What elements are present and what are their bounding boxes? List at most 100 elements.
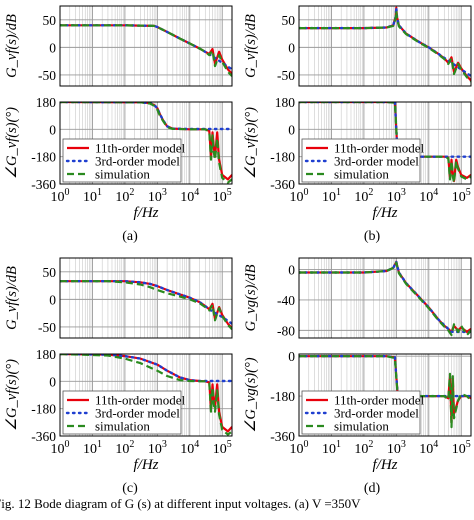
series-simulation	[299, 102, 471, 184]
series-model3	[299, 355, 471, 398]
legend-label-model3: 3rd-order model	[95, 406, 180, 421]
x-tick-label: 100	[290, 187, 309, 205]
x-tick-label: 102	[354, 439, 373, 457]
y-tick-label: -360	[31, 177, 56, 192]
x-tick-label: 103	[387, 187, 406, 205]
phase-frame	[298, 353, 472, 437]
series-model11	[60, 280, 232, 329]
series-model3	[60, 102, 232, 131]
mag-frame	[298, 5, 472, 87]
x-tick-label: 103	[148, 187, 167, 205]
x-tick-label: 100	[51, 187, 70, 205]
x-tick-label: 104	[180, 187, 199, 205]
y-tick-label: -360	[270, 429, 295, 444]
y-tick-label: -40	[277, 293, 295, 308]
phase-frame	[59, 353, 233, 437]
series-model3	[60, 24, 232, 71]
series-simulation	[299, 355, 471, 429]
series-simulation	[60, 24, 232, 77]
y-tick-label: 0	[288, 349, 295, 364]
legend-label-simulation: simulation	[95, 419, 150, 434]
phase-axes: 180 0 -180 -360 ∠G_vf(s)(°) 11th-order model3…	[243, 95, 472, 192]
y-tick-label: 50	[282, 13, 296, 28]
series-model3	[60, 354, 232, 383]
legend-label-model11: 11th-order model	[95, 393, 186, 408]
legend-label-model3: 3rd-order model	[334, 154, 419, 169]
phase-frame	[298, 101, 472, 185]
y-tick-label: 0	[288, 40, 295, 55]
phase-series	[299, 355, 471, 429]
mag-series	[299, 6, 471, 83]
y-tick-label: -180	[31, 402, 56, 417]
y-tick-label: -50	[38, 68, 56, 83]
y-tick-label: -50	[38, 320, 56, 335]
mag-ylabel: G_vf(s)/dB	[4, 266, 20, 330]
x-axis-label: f/Hz	[372, 457, 397, 473]
x-tick-label: 105	[213, 187, 232, 205]
y-tick-label: -360	[270, 177, 295, 192]
legend-label-model11: 11th-order model	[334, 141, 425, 156]
phase-ylabel: ∠G_vg(s)(°)	[243, 357, 259, 432]
x-axis-label: f/Hz	[372, 205, 397, 221]
y-tick-label: 180	[275, 95, 296, 110]
mag-axes: 0 -40 -80 G_vg(s)/dB	[243, 257, 472, 339]
series-simulation	[60, 102, 232, 184]
y-tick-label: -50	[277, 68, 295, 83]
panel-label: (b)	[364, 229, 381, 244]
y-tick-label: 50	[43, 265, 57, 280]
y-tick-label: 180	[36, 95, 57, 110]
x-tick-label: 105	[452, 439, 471, 457]
x-tick-label: 104	[419, 187, 438, 205]
phase-ylabel: ∠G_vf(s)(°)	[4, 107, 20, 179]
y-tick-label: 0	[49, 122, 56, 137]
mag-axes: 50 0 -50 G_vf(s)/dB	[4, 5, 233, 87]
x-tick-label: 105	[452, 187, 471, 205]
phase-ylabel: ∠G_vf(s)(°)	[243, 107, 259, 179]
x-tick-label: 100	[290, 439, 309, 457]
y-tick-label: -180	[31, 150, 56, 165]
mag-series	[60, 280, 232, 330]
y-tick-label: 0	[288, 122, 295, 137]
legend-label-simulation: simulation	[95, 167, 150, 182]
phase-axes: 0 -180 -360 ∠G_vg(s)(°) 11th-order model3rd-…	[243, 349, 472, 444]
legend-label-simulation: simulation	[334, 167, 389, 182]
x-tick-label: 105	[213, 439, 232, 457]
y-tick-label: -180	[270, 150, 295, 165]
series-model11	[60, 24, 232, 75]
y-tick-label: -80	[277, 323, 295, 338]
legend-label-model3: 3rd-order model	[334, 406, 419, 421]
x-axis-label: f/Hz	[133, 205, 158, 221]
mag-frame	[59, 257, 233, 339]
y-tick-label: 0	[49, 292, 56, 307]
mag-axes: 50 0 -50 G_vf(s)/dB	[243, 5, 472, 87]
mag-ylabel: G_vf(s)/dB	[243, 14, 259, 78]
series-simulation	[299, 9, 471, 83]
x-tick-label: 101	[83, 439, 102, 457]
phase-series	[60, 102, 232, 184]
y-tick-label: -180	[270, 389, 295, 404]
y-tick-label: 50	[43, 13, 57, 28]
legend-label-model11: 11th-order model	[95, 141, 186, 156]
y-tick-label: 0	[49, 40, 56, 55]
y-tick-label: 0	[49, 374, 56, 389]
phase-axes: 180 0 -180 -360 ∠G_vf(s)(°) 11th-order model3…	[4, 347, 233, 444]
panel-d: 0 -40 -80 G_vg(s)/dB 0 -180 -360 ∠G_vg(s)(°) 11t…	[243, 257, 472, 496]
legend-label-model11: 11th-order model	[334, 393, 425, 408]
series-model11	[299, 6, 471, 82]
panel-a: 50 0 -50 G_vf(s)/dB 180 0 -180 -360 ∠G_vf(s)(°) 1…	[4, 5, 233, 244]
legend-label-model3: 3rd-order model	[95, 154, 180, 169]
mag-series	[299, 260, 471, 337]
x-tick-label: 100	[51, 439, 70, 457]
series-model3	[299, 6, 471, 78]
panel-label: (a)	[122, 229, 138, 244]
mag-ylabel: G_vf(s)/dB	[4, 14, 20, 78]
x-tick-label: 104	[419, 439, 438, 457]
x-tick-label: 102	[354, 187, 373, 205]
x-tick-label: 102	[115, 439, 134, 457]
mag-frame	[59, 5, 233, 87]
